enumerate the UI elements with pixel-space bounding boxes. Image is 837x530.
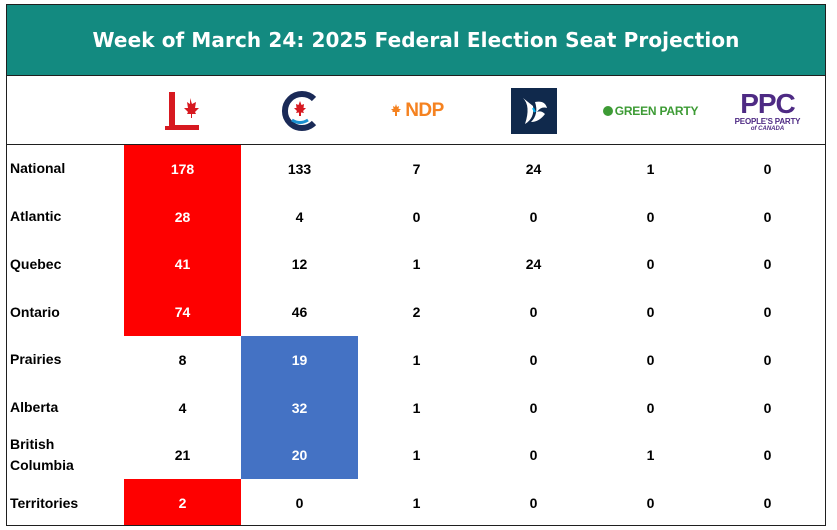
seat-value-cell: 24 <box>525 256 542 273</box>
seat-value-cell: 0 <box>763 447 772 464</box>
seat-value-cell: 4 <box>178 399 187 416</box>
seat-value-cell: 0 <box>529 304 538 321</box>
chart-title: Week of March 24: 2025 Federal Election … <box>92 28 740 52</box>
seat-projection-table: Week of March 24: 2025 Federal Election … <box>6 4 826 526</box>
seat-value-cell: 0 <box>763 399 772 416</box>
region-label: Quebec <box>10 255 62 272</box>
seat-value-cell: 74 <box>124 288 241 336</box>
seat-value-cell: 0 <box>529 447 538 464</box>
title-bar: Week of March 24: 2025 Federal Election … <box>7 5 825 76</box>
seat-value-cell: 0 <box>646 351 655 368</box>
seat-value-cell: 8 <box>178 351 187 368</box>
green-dot-icon <box>602 105 613 116</box>
seat-value-cell: 0 <box>529 495 538 512</box>
ndp-logo: NDP <box>358 77 475 144</box>
bloc-logo-icon <box>510 87 557 134</box>
seat-value-cell: 1 <box>412 399 421 416</box>
seat-value-cell: 0 <box>295 495 304 512</box>
seat-value-cell: 0 <box>646 495 655 512</box>
seat-value-cell: 2 <box>124 479 241 525</box>
seat-value-cell: 0 <box>763 304 772 321</box>
seat-value-cell: 2 <box>412 304 421 321</box>
seat-value-cell: 0 <box>646 256 655 273</box>
seat-value-cell: 24 <box>525 160 542 177</box>
table-row: Quebec 41 12 1 24 0 0 <box>7 240 825 289</box>
seat-value-cell: 1 <box>412 495 421 512</box>
seat-value-cell: 1 <box>412 351 421 368</box>
seat-value-cell: 21 <box>174 447 191 464</box>
seat-value-cell: 0 <box>646 399 655 416</box>
party-logo-row: NDP GREEN PARTY PPC PEOPLE'S PARTY of CA… <box>7 77 825 145</box>
table-row: Ontario 74 46 2 0 0 0 <box>7 288 825 336</box>
region-label: Atlantic <box>10 208 62 225</box>
table-row: Prairies 8 19 1 0 0 0 <box>7 336 825 384</box>
region-label: British Columbia <box>10 436 74 474</box>
ppc-logo-subtext-small: of CANADA <box>750 125 785 132</box>
maple-leaf-icon <box>391 103 402 116</box>
green-logo: GREEN PARTY <box>592 77 709 144</box>
conservative-logo-icon <box>281 90 316 131</box>
seat-value-cell: 178 <box>124 145 241 193</box>
seat-value-cell: 0 <box>529 208 538 225</box>
seat-value-cell: 0 <box>763 495 772 512</box>
bloc-logo <box>475 77 592 144</box>
seat-value-cell: 32 <box>241 383 358 432</box>
table-row: Territories 2 0 1 0 0 0 <box>7 479 825 525</box>
liberal-logo <box>124 77 241 144</box>
seat-value-cell: 0 <box>529 351 538 368</box>
table-row: National 178 133 7 24 1 0 <box>7 145 825 193</box>
seat-value-cell: 133 <box>287 160 312 177</box>
ndp-logo-text: NDP <box>405 99 444 121</box>
green-logo-text: GREEN PARTY <box>614 103 699 118</box>
ppc-logo-text: PPC <box>740 87 796 119</box>
ppc-logo-subtext: PEOPLE'S PARTY <box>734 116 801 126</box>
seat-value-cell: 0 <box>763 256 772 273</box>
seat-value-cell: 0 <box>646 304 655 321</box>
region-label: Ontario <box>10 303 60 320</box>
table-row: Alberta 4 32 1 0 0 0 <box>7 383 825 432</box>
seat-value-cell: 28 <box>124 192 241 241</box>
seat-value-cell: 0 <box>646 208 655 225</box>
seat-value-cell: 0 <box>412 208 421 225</box>
seat-value-cell: 0 <box>763 351 772 368</box>
seat-value-cell: 1 <box>412 256 421 273</box>
region-label: Territories <box>10 494 79 511</box>
seat-value-cell: 1 <box>412 447 421 464</box>
region-label: Prairies <box>10 351 62 368</box>
region-label: National <box>10 160 66 177</box>
seat-value-cell: 0 <box>763 208 772 225</box>
seat-value-cell: 0 <box>529 399 538 416</box>
ppc-logo: PPC PEOPLE'S PARTY of CANADA <box>709 77 825 144</box>
region-label: Alberta <box>10 399 59 416</box>
seat-value-cell: 1 <box>646 160 655 177</box>
liberal-logo-icon <box>164 91 199 130</box>
table-row: British Columbia 21 20 1 0 1 0 <box>7 431 825 480</box>
seat-value-cell: 4 <box>295 208 304 225</box>
seat-value-cell: 41 <box>124 240 241 289</box>
seat-value-cell: 46 <box>291 304 308 321</box>
seat-value-cell: 20 <box>241 431 358 480</box>
conservative-logo <box>241 77 358 144</box>
seat-value-cell: 7 <box>412 160 421 177</box>
seat-value-cell: 12 <box>291 256 308 273</box>
seat-value-cell: 1 <box>646 447 655 464</box>
table-row: Atlantic 28 4 0 0 0 0 <box>7 192 825 241</box>
seat-value-cell: 0 <box>763 160 772 177</box>
seat-value-cell: 19 <box>241 336 358 384</box>
